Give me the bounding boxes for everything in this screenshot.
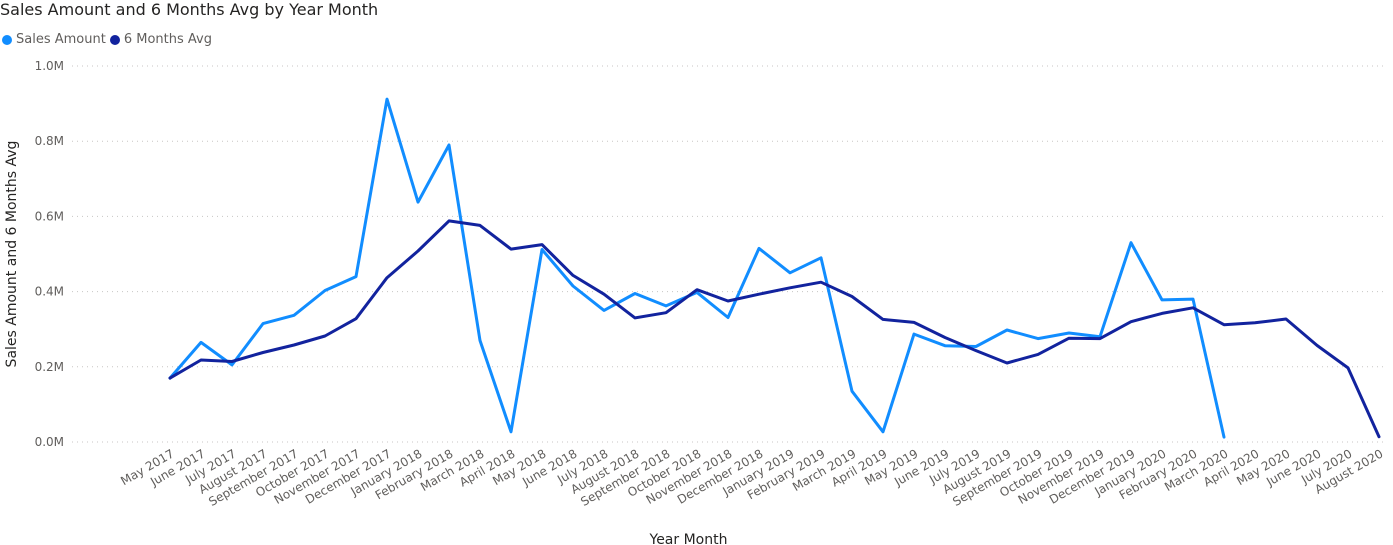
legend-marker-sales-amount	[2, 34, 12, 45]
y-tick-label: 0.0M	[35, 435, 64, 449]
legend-label-sales-amount: Sales Amount	[16, 32, 106, 47]
y-tick-label: 0.6M	[35, 209, 64, 223]
legend-item-sales-amount[interactable]: Sales Amount	[2, 32, 106, 47]
y-tick-label: 0.2M	[35, 360, 64, 374]
y-tick-label: 0.4M	[35, 285, 64, 299]
series-lines	[168, 97, 1381, 439]
gridlines	[72, 65, 1385, 443]
legend-item-6-months-avg[interactable]: 6 Months Avg	[109, 32, 212, 47]
legend-marker-6-months-avg	[109, 34, 120, 45]
series-line-6-months-avg[interactable]	[168, 219, 1381, 439]
x-axis-title: Year Month	[649, 532, 728, 545]
y-axis-title: Sales Amount and 6 Months Avg	[4, 141, 20, 368]
legend: Sales Amount 6 Months Avg	[2, 32, 216, 47]
series-line-sales-amount[interactable]	[168, 97, 1226, 439]
y-tick-label: 1.0M	[35, 59, 64, 73]
y-tick-label: 0.8M	[35, 134, 64, 148]
chart-title: Sales Amount and 6 Months Avg by Year Mo…	[0, 0, 379, 19]
y-axis-ticks: 0.0M 0.2M 0.4M 0.6M 0.8M 1.0M	[35, 59, 64, 449]
legend-label-6-months-avg: 6 Months Avg	[123, 32, 212, 47]
